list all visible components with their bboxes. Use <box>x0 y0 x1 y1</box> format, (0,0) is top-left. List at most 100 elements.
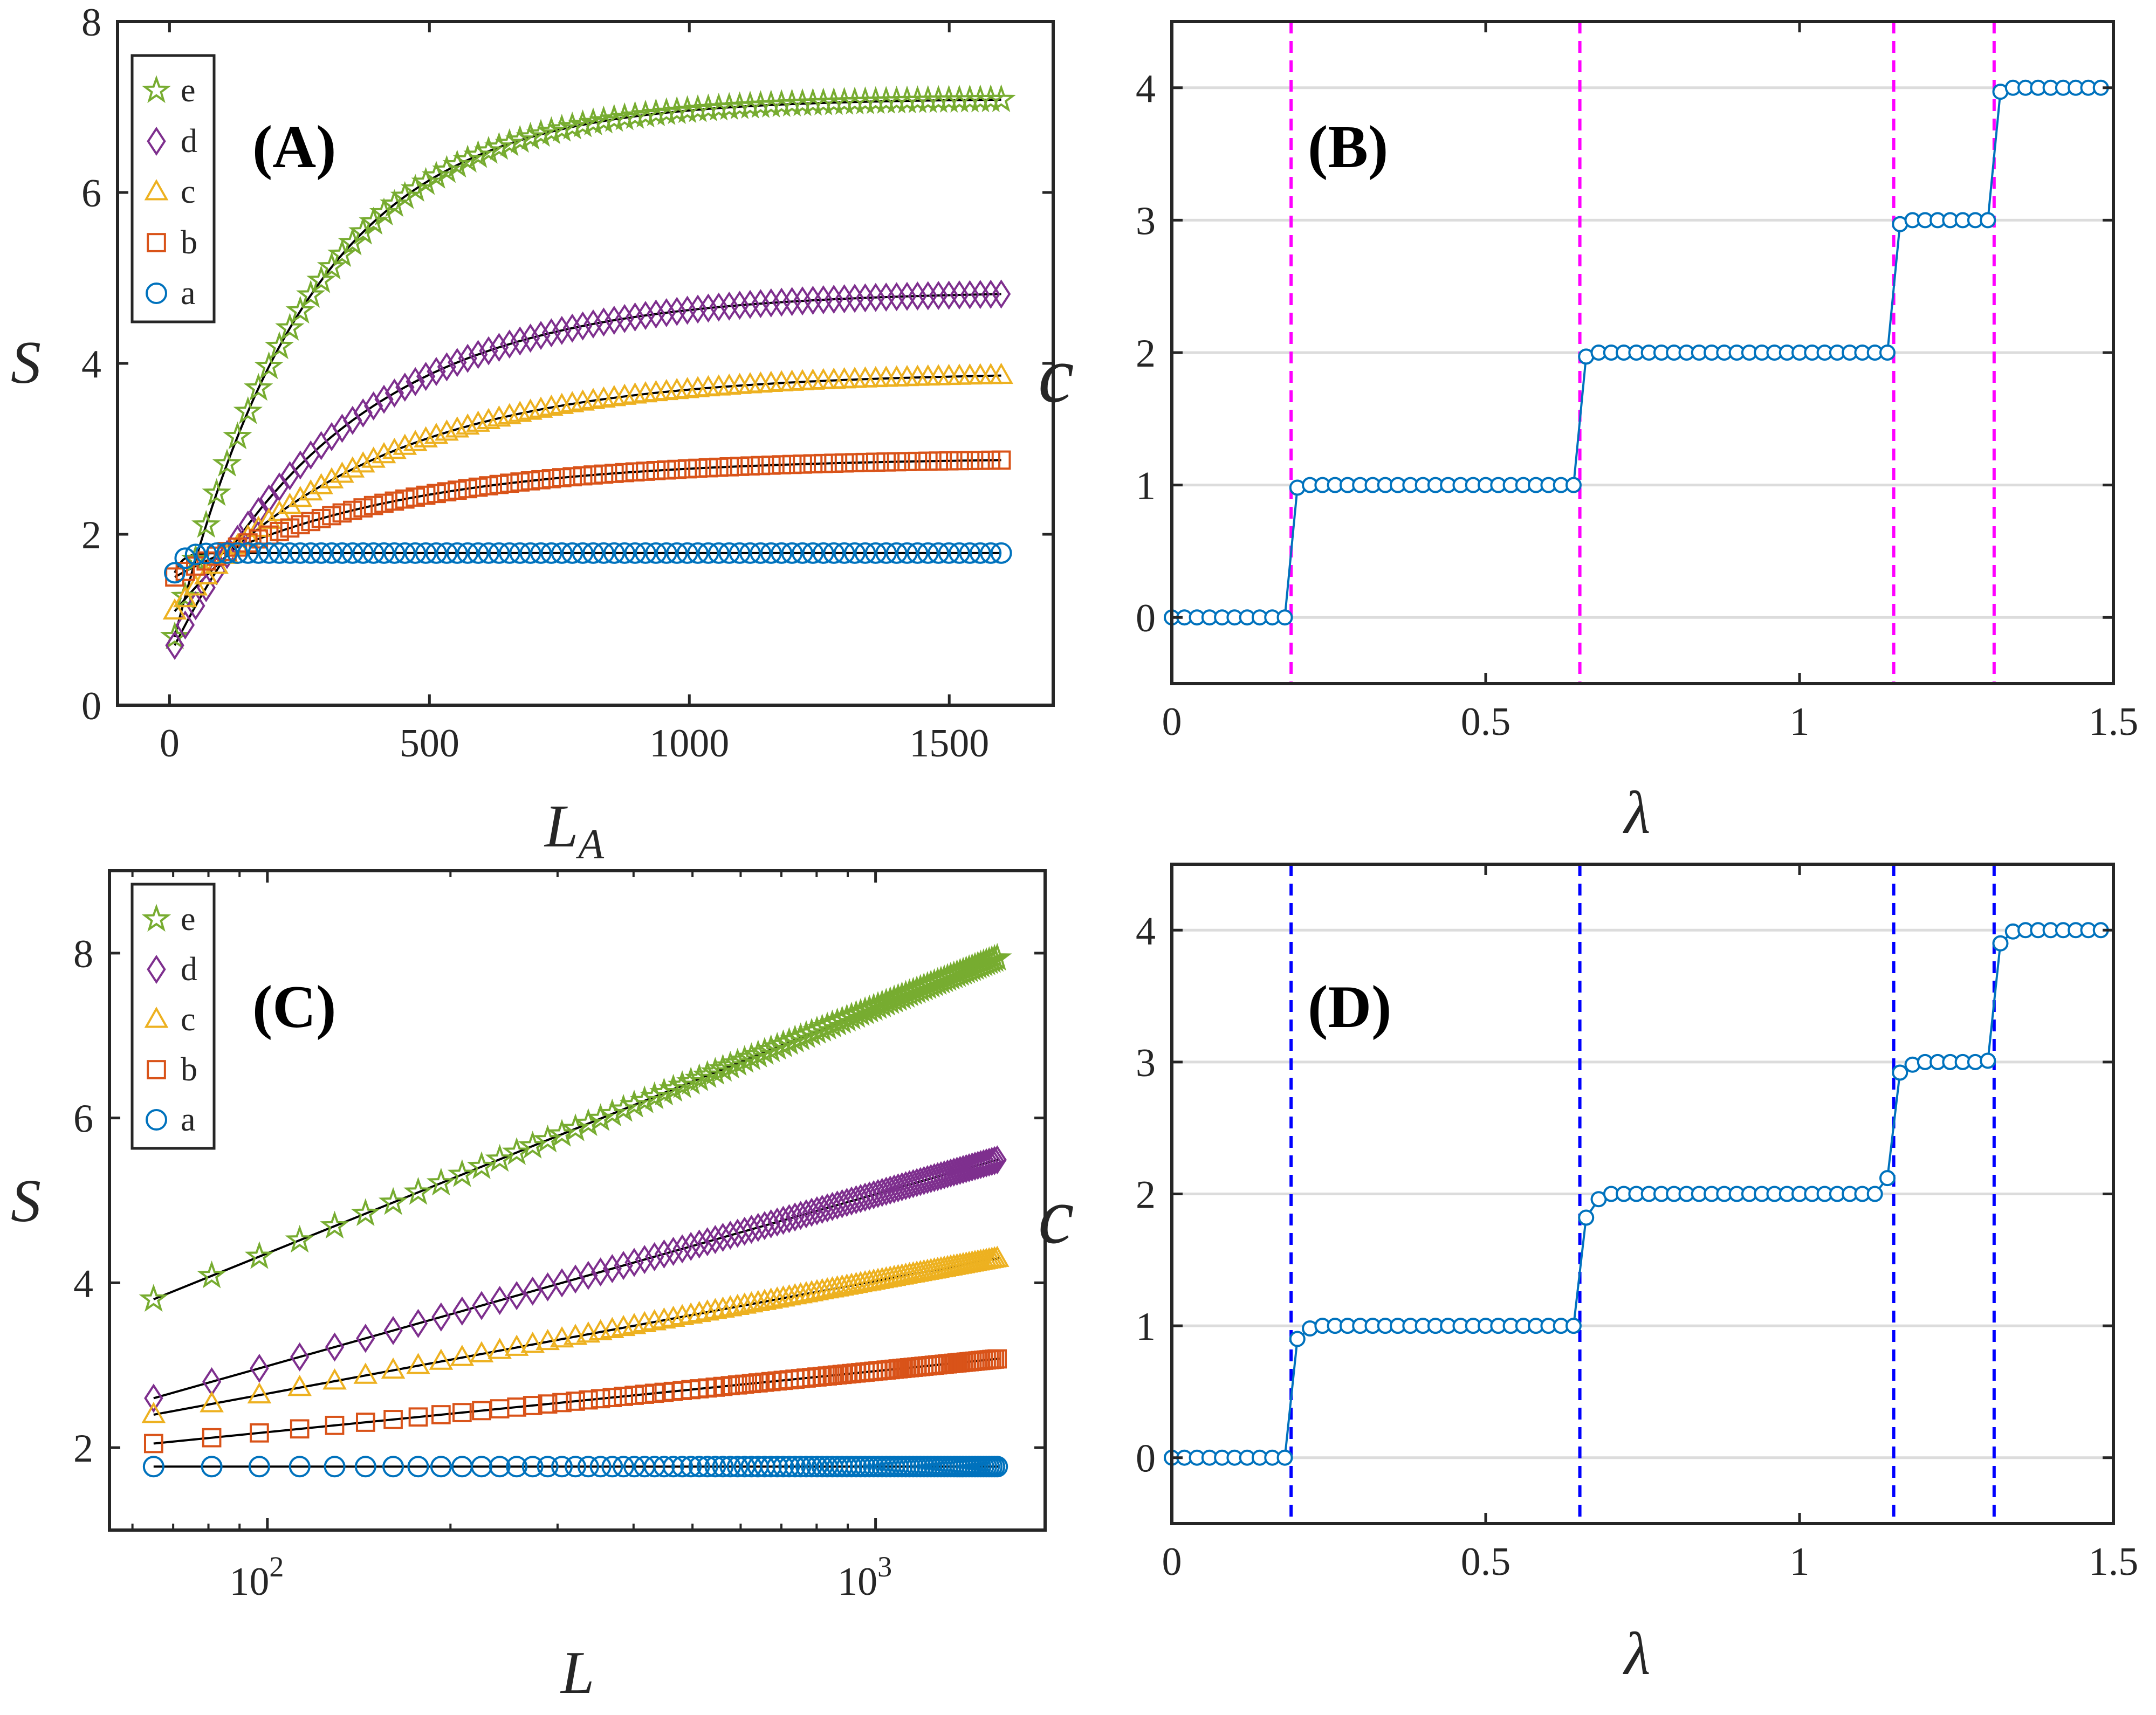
series-d-point <box>363 391 383 421</box>
series-a-point <box>760 1456 782 1478</box>
series-a-point <box>509 542 531 564</box>
series-c-point <box>424 423 449 444</box>
x-tick-exponent: 3 <box>877 1551 892 1583</box>
legend-label-d: d <box>181 123 197 160</box>
series-c-point <box>563 1324 588 1345</box>
series-a-point <box>603 542 625 564</box>
series-c-point <box>450 1345 475 1366</box>
series-b-point <box>395 489 415 509</box>
x-tick-label: 0 <box>160 721 180 766</box>
series-a-point <box>704 1456 726 1478</box>
series-d-point <box>690 1229 709 1259</box>
series-c-point <box>985 1245 1010 1267</box>
y-tick-label: 6 <box>81 171 101 216</box>
series-a-point <box>687 542 709 564</box>
series-b-point <box>677 459 697 479</box>
series-a-point <box>258 542 280 564</box>
y-tick-label: 2 <box>1136 1173 1156 1217</box>
series-a-point <box>718 542 740 564</box>
series-a-point <box>195 542 217 564</box>
x-tick-label: 1 <box>1790 700 1810 744</box>
series-b-point <box>939 451 959 471</box>
series-b-point <box>803 454 823 474</box>
series-c-point <box>504 1334 529 1356</box>
series-e-point <box>746 90 775 118</box>
series-a-point <box>781 542 803 564</box>
series-e-point <box>683 94 713 122</box>
legend-marker-c <box>144 1007 169 1028</box>
series-e-point <box>447 1159 477 1187</box>
series-a-point <box>289 542 311 564</box>
y-tick-label: 8 <box>73 932 93 976</box>
series-c-point <box>183 574 208 596</box>
series-c-point <box>642 1309 667 1331</box>
series-e-point <box>254 351 284 380</box>
series-a-point <box>938 542 960 564</box>
series-c-point <box>801 368 825 390</box>
series-a-point <box>772 1456 794 1478</box>
series-b-point <box>625 462 645 482</box>
series-d-point <box>500 329 519 359</box>
series-d-point <box>785 1202 805 1232</box>
series-e-point <box>390 181 420 209</box>
series-a-point <box>321 542 343 564</box>
series-d-point <box>773 1206 793 1235</box>
series-e-point <box>714 92 744 120</box>
series-e-point <box>170 581 200 609</box>
series-a-point <box>446 542 468 564</box>
series-a-point <box>917 542 939 564</box>
series-c-point <box>162 598 187 620</box>
series-e-point <box>516 121 545 150</box>
series-b-point <box>301 512 321 532</box>
series-c-point <box>811 368 836 389</box>
legend-label-d: d <box>181 951 197 988</box>
series-e-point <box>619 1089 649 1118</box>
series-e-point <box>285 295 315 324</box>
series-c-point <box>780 369 804 391</box>
series-b-point <box>499 473 519 493</box>
series-a-point <box>907 542 929 564</box>
series-b-point <box>468 477 488 497</box>
series-b-point <box>897 452 917 471</box>
series-c-point <box>353 1362 378 1384</box>
series-a-point <box>248 542 270 564</box>
panel-C-legend-box <box>131 883 216 1150</box>
series-b-point <box>855 452 875 472</box>
series-b-point <box>918 451 938 471</box>
y-tick-label: 3 <box>1136 199 1156 243</box>
series-a-point <box>430 1456 452 1478</box>
series-b-point <box>322 506 341 526</box>
series-a-point <box>354 1456 376 1478</box>
x-tick-label: 1 <box>1790 1540 1810 1584</box>
series-d-point <box>573 311 593 341</box>
panel-A-y-ticks: 0 2 4 6 8 <box>81 1 1053 728</box>
series-a-point <box>352 542 374 564</box>
series-e-point <box>589 105 619 134</box>
series-a-point <box>792 542 814 564</box>
series-c-point <box>257 507 281 529</box>
series-d-point <box>681 1231 701 1261</box>
panel-B-x-ticks: 0 0.5 1 1.5 <box>1162 22 2138 744</box>
series-d-point <box>238 510 258 540</box>
series-c-point <box>821 367 846 389</box>
y-tick-label: 1 <box>1136 1305 1156 1349</box>
series-a-point <box>896 542 918 564</box>
series-d-point <box>979 1147 999 1177</box>
series-c-point <box>330 462 354 483</box>
series-d-point <box>812 1195 832 1224</box>
series-d-point <box>977 1148 996 1178</box>
series-c-point <box>916 364 940 386</box>
series-b-point <box>355 1413 375 1432</box>
legend-label-c: c <box>181 1001 196 1038</box>
series-point <box>1879 1170 1896 1187</box>
series-a-point <box>712 1456 734 1478</box>
series-e-point <box>452 144 483 173</box>
y-tick-label: 1 <box>1136 464 1156 508</box>
series-e-point <box>630 99 661 128</box>
series-e-point <box>317 251 347 280</box>
series-e-point <box>403 1176 433 1205</box>
series-d-point <box>615 304 634 333</box>
series-e-point <box>640 1081 669 1110</box>
series-e-point <box>466 1151 497 1180</box>
series-c-point <box>947 363 972 385</box>
